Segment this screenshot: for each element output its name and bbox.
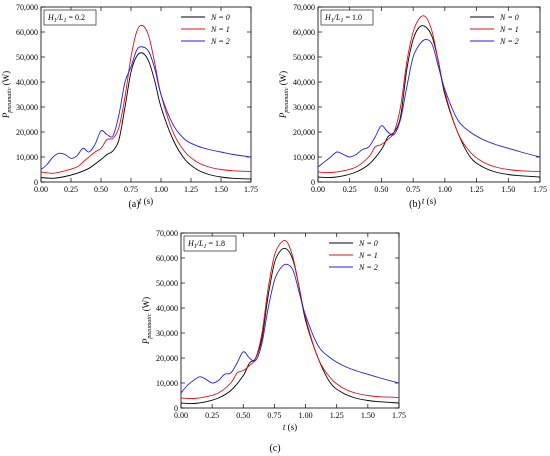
x-tick-label: 1.75 (244, 185, 258, 194)
x-tick-label: 1.25 (470, 185, 484, 194)
y-axis-title: Ppneumatic (W) (1, 71, 13, 119)
x-tick-label: 1.75 (392, 411, 406, 420)
x-tick-label: 0.50 (374, 185, 388, 194)
x-tick-label: 0.75 (406, 185, 420, 194)
y-tick-label: 70,000 (16, 3, 38, 12)
x-tick-label: 1.00 (299, 411, 313, 420)
legend-label: N = 2 (210, 37, 230, 46)
chart-panel-1: 0.00 0.25 0.50 0.75 1.00 1.25 1.50 1.75 0 10,000 2… (1, 3, 258, 210)
x-tick-label: 1.50 (214, 185, 228, 194)
x-tick-label: 0.75 (124, 185, 138, 194)
series-line (41, 52, 251, 180)
x-tick-label: 1.25 (330, 411, 344, 420)
legend-label: N = 1 (210, 25, 230, 34)
y-tick-label: 50,000 (156, 279, 178, 288)
y-tick-label: 30,000 (293, 103, 315, 112)
plot-frame (317, 6, 541, 183)
panel-label: (c) (269, 443, 280, 454)
legend-label: N = 1 (358, 251, 378, 260)
x-tick-label: 1.25 (184, 185, 198, 194)
series-line (318, 25, 540, 178)
x-tick-label: 0.50 (94, 185, 108, 194)
series-line (318, 39, 540, 168)
x-axis-title: t (s) (283, 422, 297, 432)
y-tick-label: 0 (34, 178, 38, 187)
y-tick-label: 40,000 (156, 304, 178, 313)
y-tick-label: 40,000 (293, 78, 315, 87)
x-axis-title: t (s) (139, 196, 153, 206)
panel-label: (a) (128, 199, 139, 210)
x-tick-label: 1.75 (533, 185, 547, 194)
x-tick-label: 1.50 (361, 411, 375, 420)
y-tick-label: 0 (174, 404, 178, 413)
y-tick-label: 30,000 (156, 329, 178, 338)
annotation-text: H1/L1 = 1.0 (324, 13, 362, 24)
y-tick-label: 10,000 (156, 379, 178, 388)
series-line (181, 247, 399, 404)
x-axis-title: t (s) (422, 196, 436, 206)
annotation-text: H1/L1 = 1.8 (187, 239, 225, 250)
x-tick-label: 0.50 (236, 411, 250, 420)
y-tick-label: 10,000 (16, 153, 38, 162)
y-tick-label: 60,000 (156, 254, 178, 263)
y-tick-label: 50,000 (16, 53, 38, 62)
plot-frame (180, 232, 400, 409)
y-axis-title: Ppneumatic (W) (141, 297, 153, 345)
series-line (41, 46, 251, 170)
y-tick-label: 20,000 (16, 128, 38, 137)
series-line (181, 263, 399, 394)
x-tick-label: 0.00 (34, 185, 48, 194)
series-line (181, 240, 399, 399)
y-tick-label: 50,000 (293, 53, 315, 62)
panel-label: (b) (409, 199, 421, 210)
y-tick-label: 30,000 (16, 103, 38, 112)
annotation-box: H1/L1 = 0.2 (43, 9, 97, 26)
y-tick-label: 70,000 (293, 3, 315, 12)
y-tick-label: 60,000 (16, 28, 38, 37)
legend-label: N = 0 (358, 239, 378, 248)
chart-panel-3: 0.00 0.25 0.50 0.75 1.00 1.25 1.50 1.75 0 10,000 2… (141, 229, 406, 454)
x-tick-label: 0.00 (174, 411, 188, 420)
x-tick-label: 1.50 (501, 185, 515, 194)
y-tick-label: 60,000 (293, 28, 315, 37)
legend-label: N = 0 (210, 13, 230, 22)
y-axis-title: Ppneumatic (W) (278, 71, 290, 119)
x-tick-label: 0.25 (64, 185, 78, 194)
x-tick-label: 1.00 (438, 185, 452, 194)
annotation-box: H1/L1 = 1.8 (183, 235, 237, 252)
legend-label: N = 1 (499, 25, 519, 34)
legend-label: N = 2 (358, 263, 378, 272)
legend-label: N = 2 (499, 37, 519, 46)
y-tick-label: 70,000 (156, 229, 178, 238)
chart-panel-2: 0.00 0.25 0.50 0.75 1.00 1.25 1.50 1.75 0 10,000 2… (278, 3, 547, 210)
x-tick-label: 0.00 (311, 185, 325, 194)
x-tick-label: 0.25 (205, 411, 219, 420)
x-tick-label: 0.75 (267, 411, 281, 420)
annotation-box: H1/L1 = 1.0 (320, 9, 374, 26)
annotation-text: H1/L1 = 0.2 (47, 13, 85, 24)
x-tick-label: 1.00 (154, 185, 168, 194)
y-tick-label: 20,000 (293, 128, 315, 137)
y-tick-label: 40,000 (16, 78, 38, 87)
legend-label: N = 0 (499, 13, 519, 22)
series-line (318, 15, 540, 173)
x-tick-label: 0.25 (343, 185, 357, 194)
y-tick-label: 0 (311, 178, 315, 187)
plot-frame (40, 6, 252, 183)
y-tick-label: 10,000 (293, 153, 315, 162)
y-tick-label: 20,000 (156, 354, 178, 363)
series-line (41, 24, 251, 174)
